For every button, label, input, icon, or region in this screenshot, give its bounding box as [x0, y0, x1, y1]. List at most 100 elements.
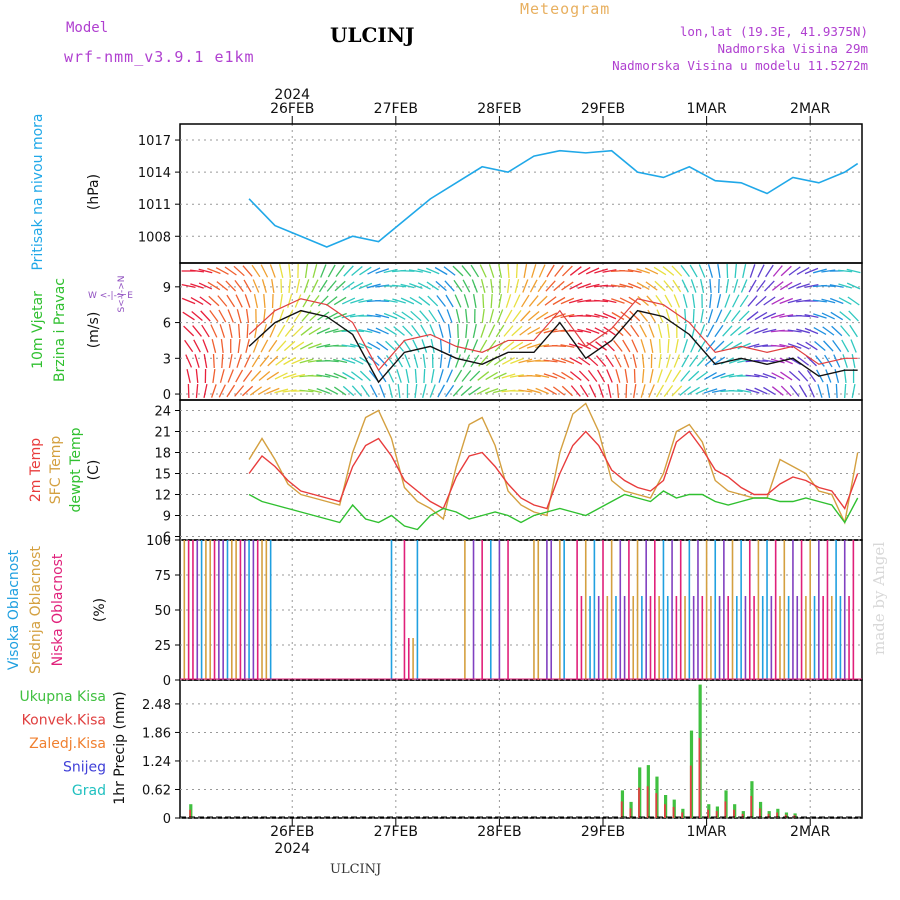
wind-barb: [181, 284, 196, 288]
y-tick-label: 24: [154, 405, 171, 420]
wind-barb: [746, 311, 759, 321]
wind-barb: [663, 385, 674, 397]
wind-barb: [561, 371, 574, 381]
wind-barb: [647, 309, 656, 323]
y-tick-label: 12: [154, 489, 171, 504]
wind-barb: [434, 266, 448, 276]
wind-barb: [191, 311, 203, 321]
wind-barb: [535, 344, 550, 348]
wind-barb: [369, 384, 378, 398]
wind-barb: [594, 268, 608, 274]
wind-barb: [437, 384, 446, 398]
wind-barb: [384, 326, 397, 336]
wind-barb: [404, 354, 411, 368]
wind-barb: [288, 263, 292, 279]
wind-barb: [463, 339, 469, 353]
wind-barb: [387, 369, 395, 383]
wind-barb: [228, 324, 233, 338]
wind-barb: [383, 312, 398, 320]
wind-barb: [227, 369, 234, 383]
wind-barb: [244, 294, 251, 308]
wind-barb: [839, 311, 852, 321]
wind-barb: [846, 282, 861, 290]
wind-barb: [192, 325, 202, 337]
wind-barb: [595, 355, 607, 367]
wind-barb: [692, 293, 696, 309]
wind-barb: [561, 385, 573, 397]
wind-barb: [671, 385, 683, 397]
wind-barb: [293, 309, 303, 323]
wind-barb: [309, 310, 321, 322]
wind-barb: [680, 265, 690, 277]
wind-barb: [648, 324, 655, 338]
wind-barb: [295, 279, 301, 293]
wind-barb: [815, 355, 825, 367]
wind-barb: [343, 265, 354, 277]
y-tick-label: 1008: [138, 230, 171, 245]
wind-barb: [454, 294, 462, 308]
wind-barb: [274, 372, 288, 380]
wind-barb: [294, 294, 302, 308]
wind-barb: [649, 369, 654, 383]
precip-bar-convective: [646, 786, 649, 818]
y-tick-label: 9: [163, 281, 171, 296]
wind-barb: [518, 389, 533, 393]
wind-barb: [325, 312, 339, 320]
wind-gust-line: [248, 298, 858, 372]
wind-barb: [821, 269, 836, 273]
wind-barb: [823, 340, 834, 352]
wind-barb: [543, 373, 558, 379]
wind-barb: [234, 385, 245, 397]
wind-barb: [552, 386, 566, 396]
wind-barb: [770, 344, 785, 348]
wind-barb: [737, 326, 751, 336]
wind-barb: [641, 353, 645, 369]
wind-barb: [789, 385, 800, 397]
wind-barb: [453, 279, 463, 293]
wind-barb: [737, 342, 751, 350]
precip-unit-label: 1hr Precip (mm): [112, 691, 128, 804]
dewpoint-line: [248, 490, 859, 531]
wind-barb: [414, 383, 418, 399]
wind-barb: [594, 313, 608, 319]
wind-barb: [375, 327, 389, 335]
wind-barb: [832, 339, 842, 353]
wind-barb: [236, 309, 242, 323]
wind-barb: [578, 356, 591, 366]
wind-barb: [613, 340, 623, 352]
precip-bar-convective: [620, 801, 623, 818]
wind-barb: [520, 310, 531, 322]
precip-bar-convective: [672, 806, 675, 818]
wind-barb: [754, 327, 768, 335]
wind-barb: [672, 369, 682, 383]
wind-barb: [395, 354, 404, 368]
wind-barb: [603, 326, 616, 336]
wind-barb: [219, 324, 226, 338]
wind-barb: [203, 353, 208, 369]
wind-barb: [709, 278, 712, 294]
wind-barb: [233, 265, 245, 277]
wind-barb: [218, 309, 227, 323]
wind-barb: [429, 384, 436, 398]
bottom-day-label: 26FEB: [270, 824, 314, 840]
wind-barb: [445, 294, 454, 308]
wind-barb: [697, 339, 707, 353]
wind-barb: [725, 278, 730, 294]
wind-barb: [692, 308, 695, 324]
wind-barb: [341, 297, 356, 305]
wind-barb: [274, 388, 289, 394]
wind-barb: [745, 374, 760, 378]
footer-station: ULCINJ: [330, 862, 382, 877]
wind-barb: [649, 338, 654, 354]
wind-barb: [804, 314, 819, 318]
wind-barb: [696, 371, 709, 381]
wind-barb: [221, 353, 224, 369]
wind-barb: [414, 368, 418, 384]
wind-barb: [317, 295, 329, 307]
wind-barb: [728, 389, 743, 393]
wind-barb: [610, 284, 625, 288]
wind-barb: [411, 325, 421, 337]
wind-barb: [568, 329, 583, 333]
wind-barb: [316, 387, 331, 395]
top-day-label: 2MAR: [790, 101, 831, 117]
